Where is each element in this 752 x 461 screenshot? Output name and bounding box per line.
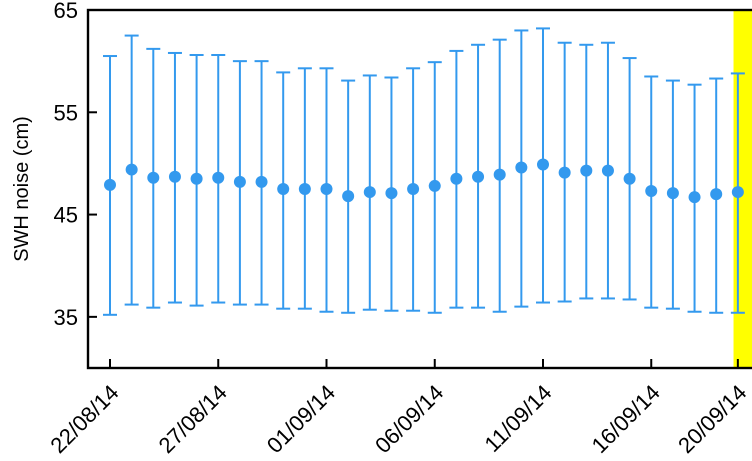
mean-point xyxy=(277,183,290,195)
mean-point xyxy=(342,190,355,203)
mean-point xyxy=(666,187,679,200)
mean-point xyxy=(320,183,333,195)
mean-point xyxy=(233,175,246,188)
mean-point xyxy=(731,186,744,199)
mean-point xyxy=(623,172,636,185)
x-tick-label: 22/08/14 xyxy=(45,380,123,458)
mean-point xyxy=(537,158,549,171)
y-axis-label: SWH noise (cm) xyxy=(11,116,33,262)
y-tick-labels: 35 45 55 65 xyxy=(54,0,78,330)
mean-point xyxy=(645,185,658,198)
x-tick-labels: 22/08/14 27/08/14 01/09/14 06/09/14 11/09/14… xyxy=(45,380,751,458)
y-tick-label: 45 xyxy=(54,203,78,228)
mean-point xyxy=(168,170,181,183)
x-tick-label: 01/09/14 xyxy=(262,380,340,458)
y-tick-label: 35 xyxy=(54,305,78,330)
y-tick-label: 55 xyxy=(54,100,78,125)
y-axis-ticks xyxy=(88,9,97,318)
mean-point xyxy=(125,163,138,176)
mean-point xyxy=(104,178,116,191)
mean-point xyxy=(255,175,268,188)
mean-point xyxy=(710,188,723,201)
mean-point xyxy=(688,191,701,204)
mean-point xyxy=(147,171,160,184)
x-tick-label: 16/09/14 xyxy=(587,380,665,458)
x-tick-label: 27/08/14 xyxy=(154,380,232,458)
mean-point xyxy=(472,170,485,183)
x-tick-label: 06/09/14 xyxy=(370,380,448,458)
mean-point xyxy=(580,164,593,177)
mean-points xyxy=(104,158,744,204)
y-tick-label: 65 xyxy=(54,0,78,23)
mean-point xyxy=(363,186,376,199)
mean-point xyxy=(385,187,398,200)
mean-point xyxy=(190,172,203,185)
mean-point xyxy=(407,183,420,195)
error-bars xyxy=(103,27,745,316)
mean-point xyxy=(212,171,225,184)
mean-point xyxy=(601,164,614,177)
mean-point xyxy=(450,172,463,185)
plot-frame xyxy=(86,8,752,370)
x-tick-label: 20/09/14 xyxy=(673,380,751,458)
x-axis-ticks xyxy=(109,359,739,368)
x-tick-label: 11/09/14 xyxy=(479,380,556,457)
mean-point xyxy=(493,168,506,181)
mean-point xyxy=(298,183,311,195)
mean-point xyxy=(515,161,528,174)
mean-point xyxy=(428,179,441,192)
mean-point xyxy=(558,166,571,179)
